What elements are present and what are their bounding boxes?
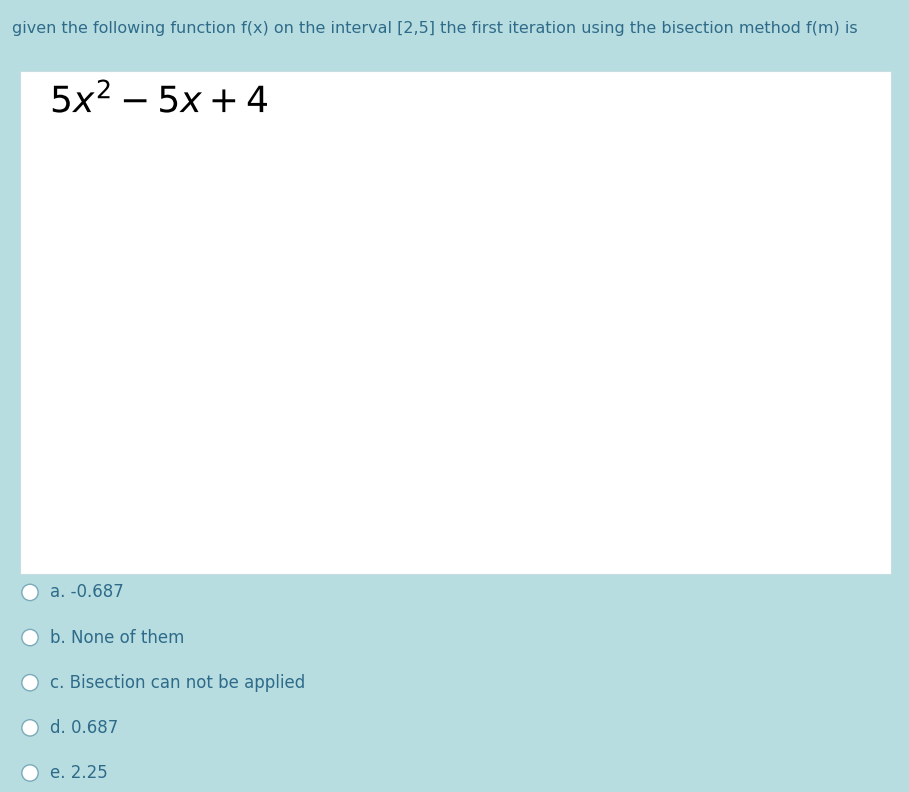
Text: b. None of them: b. None of them [50, 629, 185, 646]
Ellipse shape [22, 630, 38, 645]
FancyBboxPatch shape [20, 71, 891, 574]
Ellipse shape [22, 765, 38, 781]
Ellipse shape [22, 720, 38, 736]
Ellipse shape [22, 675, 38, 691]
Text: $5x^2 - 5x + 4$: $5x^2 - 5x + 4$ [50, 83, 269, 120]
Text: a. -0.687: a. -0.687 [50, 584, 124, 601]
Text: given the following function f(x) on the interval [2,5] the first iteration usin: given the following function f(x) on the… [12, 21, 857, 36]
Text: c. Bisection can not be applied: c. Bisection can not be applied [50, 674, 305, 691]
Ellipse shape [22, 584, 38, 600]
Text: d. 0.687: d. 0.687 [50, 719, 118, 737]
Text: e. 2.25: e. 2.25 [50, 764, 108, 782]
